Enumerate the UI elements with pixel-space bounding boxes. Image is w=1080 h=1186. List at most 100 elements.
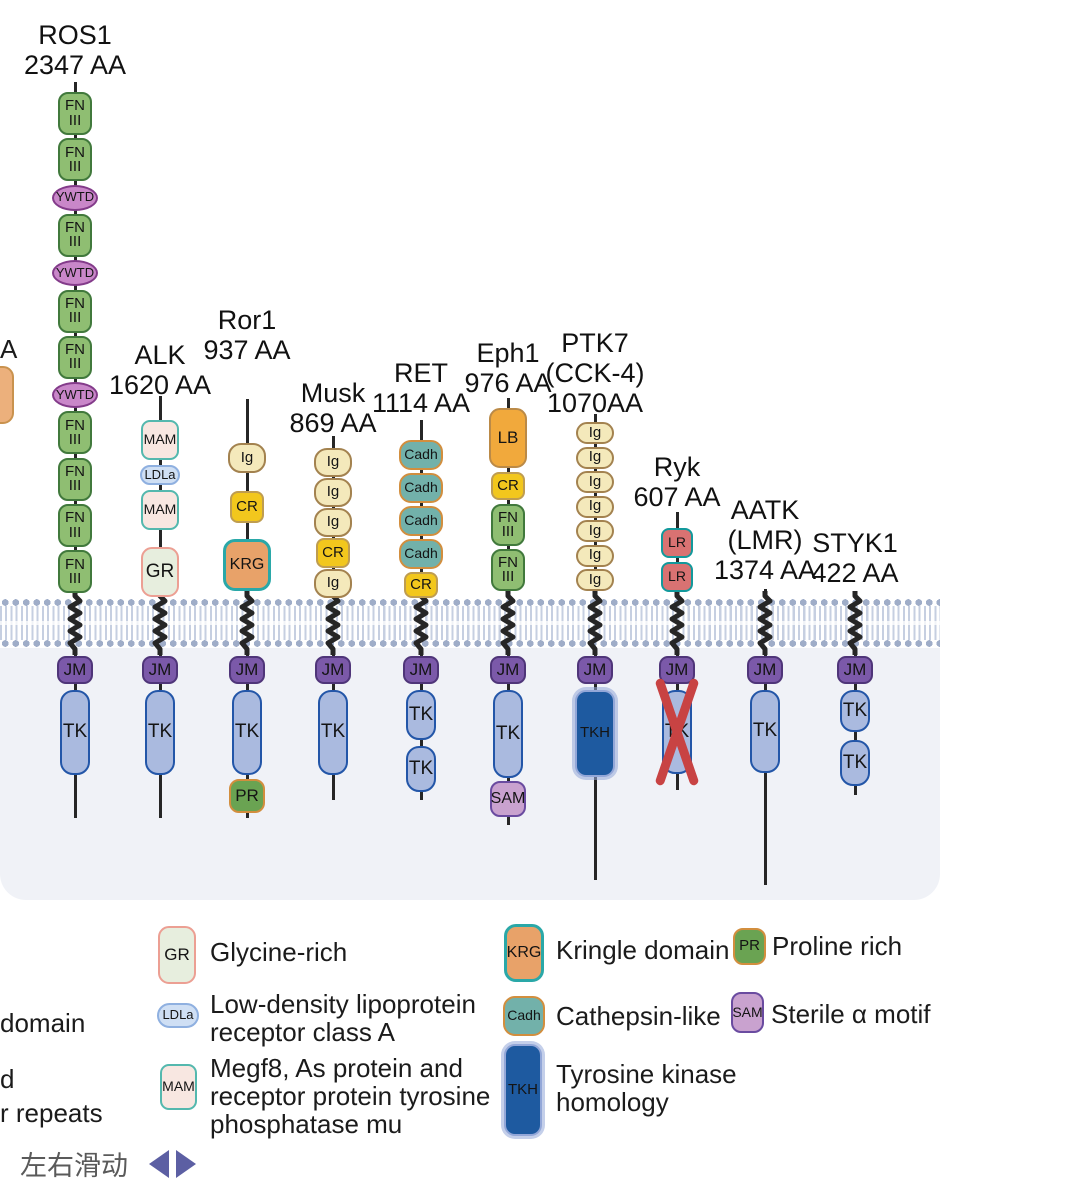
protein-title: STYK1 422 AA bbox=[811, 528, 899, 588]
lipid-heads-top bbox=[0, 597, 940, 608]
legend-label-sam: Sterile α motif bbox=[771, 999, 931, 1029]
legend-badge-gr: GR bbox=[158, 926, 196, 984]
domain-cadh: Cadh bbox=[399, 440, 443, 470]
transmembrane-helix-icon bbox=[152, 588, 168, 658]
domain-lb: LB bbox=[489, 408, 527, 468]
protein-title: Musk 869 AA bbox=[289, 378, 377, 438]
domain-fniii: FN III bbox=[58, 504, 92, 547]
domain-ig: Ig bbox=[576, 544, 614, 567]
domain-pr: PR bbox=[229, 779, 265, 813]
domain-ig: Ig bbox=[228, 443, 266, 473]
domain-cadh: Cadh bbox=[399, 473, 443, 503]
plasma-membrane bbox=[0, 597, 940, 649]
domain-tk: TK bbox=[406, 690, 436, 740]
domain-ig: Ig bbox=[314, 569, 352, 598]
legend-label-tkh: Tyrosine kinase homology bbox=[556, 1059, 737, 1117]
protein-title: Ror1 937 AA bbox=[203, 305, 291, 365]
domain-jm: JM bbox=[315, 656, 351, 684]
legend-badge-cadh: Cadh bbox=[503, 996, 545, 1036]
domain-ig: Ig bbox=[576, 422, 614, 444]
legend-badge-ldla: LDLa bbox=[157, 1003, 199, 1028]
domain-tk: TK bbox=[493, 690, 523, 778]
domain-ig: Ig bbox=[576, 520, 614, 542]
domain-tk: TK bbox=[145, 690, 175, 775]
protein-title: AATK (LMR) 1374 AA bbox=[713, 495, 817, 585]
legend-label-ldla: Low-density lipoprotein receptor class A bbox=[210, 989, 476, 1047]
domain-tk: TK bbox=[318, 690, 348, 775]
domain-krg: KRG bbox=[223, 539, 271, 591]
pseudokinase-cross-icon bbox=[654, 677, 700, 787]
protein-title: ALK 1620 AA bbox=[108, 340, 212, 400]
domain-jm: JM bbox=[577, 656, 613, 684]
transmembrane-helix-icon bbox=[325, 588, 341, 658]
domain-ywtd: YWTD bbox=[52, 260, 98, 287]
domain-ig: Ig bbox=[576, 569, 614, 591]
domain-tkh: TKH bbox=[575, 690, 615, 777]
domain-fniii: FN III bbox=[58, 138, 92, 182]
domain-fniii: FN III bbox=[58, 289, 92, 333]
protein-title: Ryk 607 AA bbox=[633, 452, 721, 512]
domain-jm: JM bbox=[229, 656, 265, 684]
domain-sam: SAM bbox=[490, 781, 526, 817]
clipped-legend-label: d bbox=[0, 1064, 15, 1094]
legend-label-gr: Glycine-rich bbox=[210, 937, 348, 967]
domain-fniii: FN III bbox=[58, 457, 92, 501]
domain-tk: TK bbox=[750, 690, 780, 773]
legend-label-mam: Megf8, As protein and receptor protein ty… bbox=[210, 1053, 491, 1139]
domain-cr: CR bbox=[404, 572, 438, 598]
domain-jm: JM bbox=[57, 656, 93, 684]
scroll-hint-text: 左右滑动 bbox=[20, 1151, 128, 1181]
domain-ig: Ig bbox=[314, 508, 352, 537]
legend-badge-krg: KRG bbox=[504, 924, 544, 982]
protein-title: Eph1 976 AA bbox=[464, 338, 552, 398]
clipped-legend-label: r repeats bbox=[0, 1098, 103, 1128]
domain-ig: Ig bbox=[576, 471, 614, 493]
domain-lr: LR bbox=[661, 562, 693, 592]
transmembrane-helix-icon bbox=[847, 588, 863, 658]
legend-badge-sam: SAM bbox=[731, 992, 764, 1033]
transmembrane-helix-icon bbox=[757, 588, 773, 658]
cytoplasm-panel bbox=[0, 648, 940, 900]
scroll-left-arrow-icon[interactable] bbox=[149, 1149, 169, 1178]
domain-tk: TK bbox=[840, 690, 870, 732]
domain-tk: TK bbox=[60, 690, 90, 775]
clipped-protein-title-fragment: A bbox=[0, 334, 18, 364]
protein-title: RET 1114 AA bbox=[371, 358, 471, 418]
domain-gr: GR bbox=[141, 547, 179, 597]
domain-cr: CR bbox=[230, 491, 264, 523]
transmembrane-helix-icon bbox=[239, 588, 255, 658]
legend-label-krg: Kringle domain bbox=[556, 935, 730, 965]
lipid-tails bbox=[0, 606, 940, 640]
domain-ywtd: YWTD bbox=[52, 184, 98, 211]
legend-label-cadh: Cathepsin-like bbox=[556, 1001, 721, 1031]
domain-ig: Ig bbox=[576, 495, 614, 518]
domain-fniii: FN III bbox=[58, 550, 92, 594]
transmembrane-helix-icon bbox=[67, 588, 83, 658]
domain-fniii: FN III bbox=[58, 213, 92, 257]
transmembrane-helix-icon bbox=[500, 588, 516, 658]
legend-badge-mam: MAM bbox=[160, 1064, 197, 1110]
domain-fniii: FN III bbox=[491, 504, 525, 546]
domain-jm: JM bbox=[747, 656, 783, 684]
domain-tk: TK bbox=[232, 690, 262, 775]
protein-title: PTK7 (CCK-4) 1070AA bbox=[545, 328, 645, 418]
domain-jm: JM bbox=[659, 656, 695, 684]
domain-cadh: Cadh bbox=[399, 539, 443, 569]
legend-badge-tkh: TKH bbox=[504, 1044, 542, 1136]
domain-lr: LR bbox=[661, 528, 693, 558]
domain-jm: JM bbox=[403, 656, 439, 684]
domain-tk: TK bbox=[406, 746, 436, 792]
domain-ig: Ig bbox=[314, 478, 352, 507]
transmembrane-helix-icon bbox=[413, 588, 429, 658]
legend-label-pr: Proline rich bbox=[772, 931, 903, 961]
domain-fniii: FN III bbox=[58, 411, 92, 455]
domain-cr: CR bbox=[316, 538, 350, 568]
domain-fniii: FN III bbox=[491, 549, 525, 591]
domain-fniii: FN III bbox=[58, 335, 92, 379]
domain-fniii: FN III bbox=[58, 92, 92, 135]
domain-jm: JM bbox=[142, 656, 178, 684]
domain-ig: Ig bbox=[314, 448, 352, 477]
transmembrane-helix-icon bbox=[587, 588, 603, 658]
scroll-right-arrow-icon[interactable] bbox=[176, 1149, 196, 1178]
